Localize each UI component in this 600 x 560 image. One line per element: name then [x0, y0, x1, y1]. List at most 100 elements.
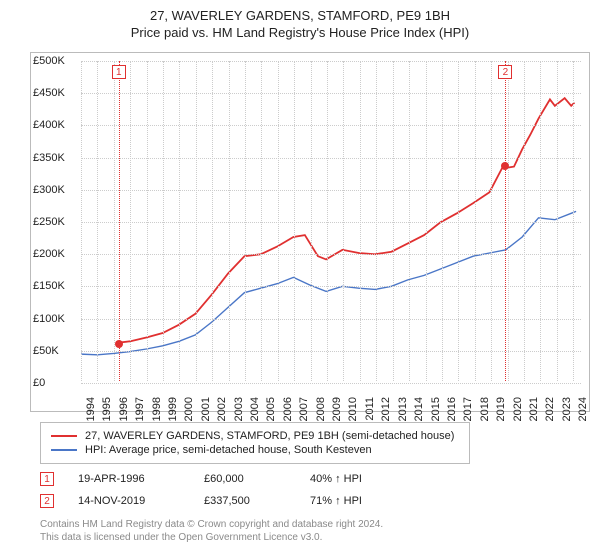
gridline-v — [491, 61, 492, 381]
sale-pct: 40% ↑ HPI — [310, 473, 410, 485]
x-axis-label: 2018 — [479, 397, 491, 421]
marker-label: 1 — [112, 65, 126, 79]
x-axis-label: 2015 — [430, 397, 442, 421]
gridline-v — [409, 61, 410, 381]
legend-swatch — [51, 449, 77, 451]
footer-line-1: Contains HM Land Registry data © Crown c… — [40, 518, 590, 531]
marker-dot — [501, 162, 509, 170]
x-axis-label: 2014 — [413, 397, 425, 421]
x-axis-label: 2003 — [233, 397, 245, 421]
gridline-v — [294, 61, 295, 381]
gridline-v — [261, 61, 262, 381]
sale-price: £60,000 — [204, 473, 304, 485]
y-axis-label: £500K — [33, 55, 65, 67]
gridline-v — [376, 61, 377, 381]
chart-subtitle: Price paid vs. HM Land Registry's House … — [10, 25, 590, 40]
sale-date: 19-APR-1996 — [78, 473, 198, 485]
footer-line-2: This data is licensed under the Open Gov… — [40, 531, 590, 544]
gridline-v — [147, 61, 148, 381]
x-axis-label: 1996 — [118, 397, 130, 421]
marker-label: 2 — [498, 65, 512, 79]
gridline-v — [458, 61, 459, 381]
sale-pct: 71% ↑ HPI — [310, 495, 410, 507]
series-line — [81, 211, 576, 354]
gridline-h — [81, 383, 581, 384]
gridline-v — [327, 61, 328, 381]
marker-line — [505, 61, 506, 381]
x-axis-label: 2013 — [397, 397, 409, 421]
gridline-v — [81, 61, 82, 381]
y-axis-label: £300K — [33, 184, 65, 196]
gridline-v — [524, 61, 525, 381]
x-axis-label: 2006 — [282, 397, 294, 421]
x-axis-label: 2012 — [380, 397, 392, 421]
x-axis-label: 2020 — [512, 397, 524, 421]
x-axis-label: 2008 — [315, 397, 327, 421]
x-axis-label: 1998 — [151, 397, 163, 421]
legend: 27, WAVERLEY GARDENS, STAMFORD, PE9 1BH … — [40, 422, 470, 464]
x-axis-label: 2021 — [528, 397, 540, 421]
chart-container: 27, WAVERLEY GARDENS, STAMFORD, PE9 1BH … — [0, 0, 600, 560]
gridline-v — [278, 61, 279, 381]
x-axis-label: 2024 — [577, 397, 589, 421]
x-axis-label: 1997 — [134, 397, 146, 421]
gridline-v — [475, 61, 476, 381]
y-axis-label: £350K — [33, 152, 65, 164]
marker-dot — [115, 340, 123, 348]
y-axis-label: £50K — [33, 345, 59, 357]
x-axis-label: 2005 — [265, 397, 277, 421]
x-axis-label: 2002 — [216, 397, 228, 421]
gridline-v — [196, 61, 197, 381]
gridline-v — [311, 61, 312, 381]
x-axis-label: 2011 — [364, 397, 376, 421]
gridline-v — [360, 61, 361, 381]
gridline-v — [426, 61, 427, 381]
y-axis-label: £100K — [33, 313, 65, 325]
gridline-v — [114, 61, 115, 381]
legend-swatch — [51, 435, 77, 437]
x-axis-label: 2017 — [462, 397, 474, 421]
gridline-v — [179, 61, 180, 381]
y-axis-label: £250K — [33, 216, 65, 228]
x-axis-label: 2022 — [544, 397, 556, 421]
legend-label: HPI: Average price, semi-detached house,… — [85, 444, 372, 456]
y-axis-label: £400K — [33, 119, 65, 131]
gridline-v — [212, 61, 213, 381]
legend-row: HPI: Average price, semi-detached house,… — [51, 443, 459, 457]
gridline-v — [97, 61, 98, 381]
gridline-v — [163, 61, 164, 381]
gridline-v — [343, 61, 344, 381]
gridline-v — [442, 61, 443, 381]
x-axis-label: 2000 — [183, 397, 195, 421]
gridline-v — [508, 61, 509, 381]
sale-row: 1 19-APR-1996 £60,000 40% ↑ HPI — [40, 472, 590, 486]
y-axis-label: £0 — [33, 377, 45, 389]
x-axis-label: 1999 — [167, 397, 179, 421]
x-axis-label: 2009 — [331, 397, 343, 421]
x-axis-label: 2023 — [561, 397, 573, 421]
gridline-v — [130, 61, 131, 381]
x-axis-label: 2016 — [446, 397, 458, 421]
legend-label: 27, WAVERLEY GARDENS, STAMFORD, PE9 1BH … — [85, 430, 454, 442]
sale-price: £337,500 — [204, 495, 304, 507]
gridline-v — [229, 61, 230, 381]
x-axis-label: 2007 — [298, 397, 310, 421]
marker-line — [119, 61, 120, 381]
gridline-v — [573, 61, 574, 381]
gridline-v — [540, 61, 541, 381]
legend-row: 27, WAVERLEY GARDENS, STAMFORD, PE9 1BH … — [51, 429, 459, 443]
sale-row: 2 14-NOV-2019 £337,500 71% ↑ HPI — [40, 494, 590, 508]
chart-area: £0£50K£100K£150K£200K£250K£300K£350K£400… — [30, 52, 590, 412]
sale-marker-number: 1 — [40, 472, 54, 486]
y-axis-label: £450K — [33, 87, 65, 99]
sale-marker-number: 2 — [40, 494, 54, 508]
x-axis-label: 2001 — [200, 397, 212, 421]
gridline-v — [393, 61, 394, 381]
x-axis-label: 1995 — [101, 397, 113, 421]
sale-date: 14-NOV-2019 — [78, 495, 198, 507]
x-axis-label: 2004 — [249, 397, 261, 421]
chart-title: 27, WAVERLEY GARDENS, STAMFORD, PE9 1BH — [10, 8, 590, 23]
x-axis-label: 2019 — [495, 397, 507, 421]
y-axis-label: £150K — [33, 280, 65, 292]
x-axis-label: 1994 — [85, 397, 97, 421]
